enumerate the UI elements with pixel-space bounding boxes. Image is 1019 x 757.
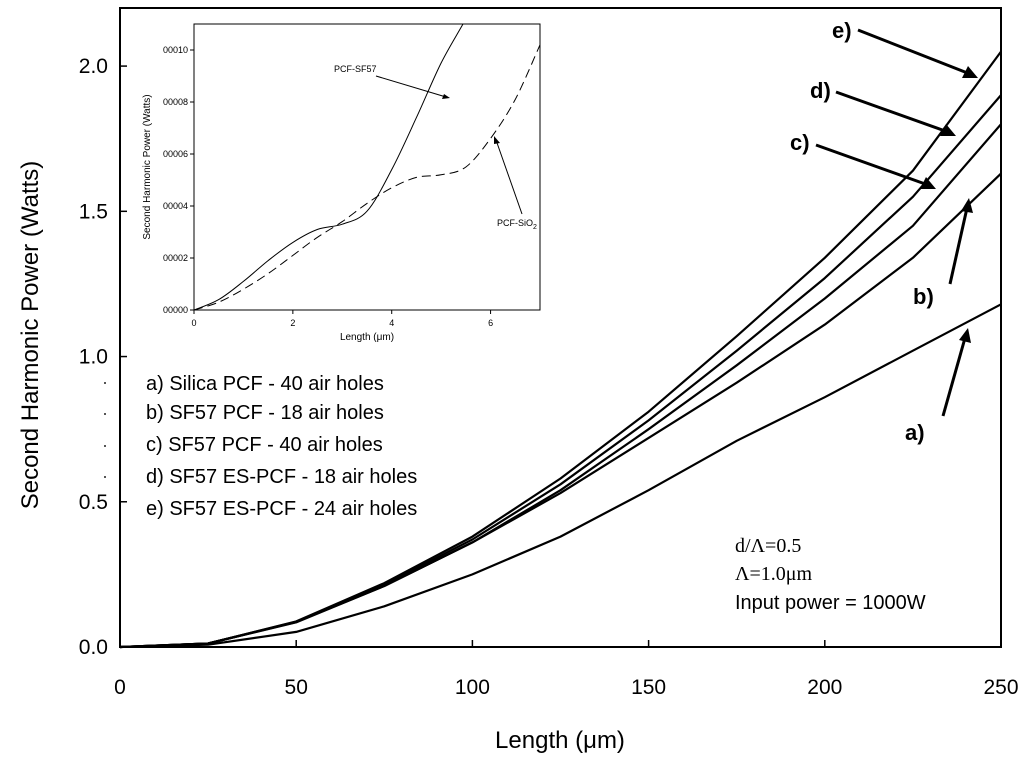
inset-series-sf57 — [194, 24, 464, 310]
annotation-lambda: Λ=1.0μm — [735, 563, 813, 585]
y-tick-label: 0.0 — [79, 636, 108, 659]
main-series-group — [119, 50, 1002, 649]
inset-y-tick-label: 00006 — [163, 149, 188, 159]
x-axis-ticks: 0 50 100 150 200 250 — [114, 640, 1019, 699]
curve-labels: e) d) c) b) a) — [790, 18, 978, 445]
legend-entry-a: a) Silica PCF - 40 air holes — [146, 373, 384, 395]
series-line-e — [119, 50, 1002, 649]
inset-x-axis-ticks: 0 2 4 6 — [191, 310, 493, 328]
arrow-d — [835, 90, 949, 134]
inset-x-tick-label: 0 — [191, 318, 196, 328]
arrowhead-b — [961, 198, 973, 213]
annotation-d-over-lambda: d/Λ=0.5 — [735, 535, 801, 557]
legend-entry-d: d) SF57 ES-PCF - 18 air holes — [146, 466, 417, 488]
y-axis-ticks: 0.0 0.5 1.0 1.5 2.0 — [79, 55, 127, 659]
inset-series-group — [194, 24, 540, 310]
stray-dot — [104, 413, 106, 415]
arrowhead-d — [940, 124, 956, 136]
inset-arrow-sf57 — [375, 75, 447, 98]
inset-x-tick-label: 6 — [488, 318, 493, 328]
legend-entry-e: e) SF57 ES-PCF - 24 air holes — [146, 498, 417, 520]
arrow-a — [941, 337, 967, 417]
inset-y-tick-label: 00010 — [163, 45, 188, 55]
y-axis-title: Second Harmonic Power (Watts) — [17, 161, 44, 510]
inset-label-sio2: PCF-SiO2 — [497, 218, 537, 231]
x-tick-label: 100 — [455, 676, 490, 699]
legend-entry-b: b) SF57 PCF - 18 air holes — [146, 402, 384, 424]
inset-arrowhead-sio2 — [494, 136, 500, 144]
inset-x-axis-title: Length (μm) — [340, 332, 394, 343]
inset-x-tick-label: 2 — [290, 318, 295, 328]
x-tick-label: 0 — [114, 676, 126, 699]
arrowhead-a — [959, 328, 971, 343]
arrow-b — [948, 207, 969, 285]
parameter-annotations: d/Λ=0.5 Λ=1.0μm Input power = 1000W — [735, 535, 926, 614]
x-axis-title: Length (μm) — [495, 727, 625, 754]
annotation-input-power: Input power = 1000W — [735, 592, 926, 614]
inset-y-tick-label: 00002 — [163, 253, 188, 263]
arrowhead-c — [920, 177, 936, 189]
y-tick-label: 1.0 — [79, 346, 108, 369]
curve-label-a: a) — [905, 420, 925, 445]
y-tick-label: 1.5 — [79, 200, 108, 223]
inset-y-axis-title: Second Harmonic Power (Watts) — [142, 94, 153, 239]
arrow-e — [857, 28, 971, 76]
inset-series-sio2 — [194, 44, 540, 310]
curve-label-c: c) — [790, 130, 810, 155]
arrow-c — [815, 143, 929, 187]
inset-y-tick-label: 00004 — [163, 201, 188, 211]
inset-label-sio2-sub: 2 — [533, 224, 537, 231]
arrowhead-e — [962, 66, 978, 78]
stray-dot — [104, 445, 106, 447]
legend: a) Silica PCF - 40 air holes b) SF57 PCF… — [146, 373, 417, 520]
curve-label-b: b) — [913, 284, 934, 309]
curve-label-e: e) — [832, 18, 852, 43]
inset-label-sio2-main: PCF-SiO — [497, 218, 533, 228]
x-tick-label: 150 — [631, 676, 666, 699]
plot-frame — [119, 7, 1002, 648]
inset-y-tick-label: 00000 — [163, 305, 188, 315]
x-tick-label: 200 — [807, 676, 842, 699]
inset-frame — [193, 23, 541, 311]
inset-arrowhead-sf57 — [442, 94, 450, 99]
inset-chart: 0 2 4 6 00000 00002 00004 00006 00008 00010 Leng… — [138, 14, 541, 350]
inset-arrow-sio2 — [495, 139, 523, 215]
inset-label-sf57: PCF-SF57 — [334, 64, 377, 74]
legend-entry-c: c) SF57 PCF - 40 air holes — [146, 434, 383, 456]
inset-x-tick-label: 4 — [389, 318, 394, 328]
curve-label-d: d) — [810, 78, 831, 103]
stray-dot — [104, 382, 106, 384]
x-tick-label: 50 — [285, 676, 308, 699]
stray-dot — [104, 476, 106, 478]
stray-marks — [104, 382, 106, 478]
y-tick-label: 2.0 — [79, 55, 108, 78]
x-tick-label: 250 — [983, 676, 1018, 699]
inset-y-axis-ticks: 00000 00002 00004 00006 00008 00010 — [163, 45, 194, 315]
inset-background — [138, 14, 540, 350]
series-line-a — [119, 303, 1002, 649]
inset-y-tick-label: 00008 — [163, 97, 188, 107]
y-tick-label: 0.5 — [79, 491, 108, 514]
